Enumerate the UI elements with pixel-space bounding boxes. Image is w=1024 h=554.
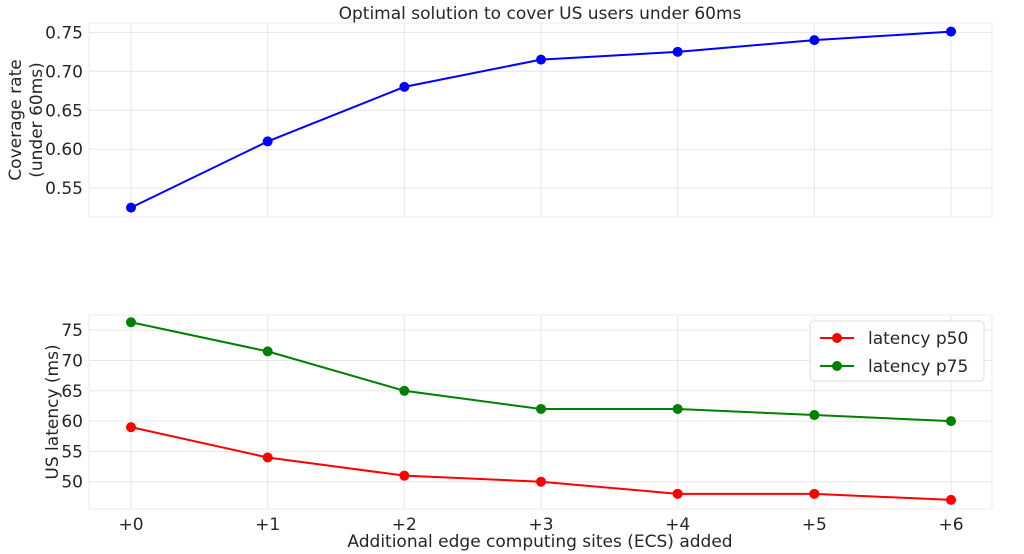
top-series-0-point [126,202,136,213]
bottom-y-tick-labels: 50 55 60 65 70 75 [61,321,83,493]
top-series-0-point [809,35,820,46]
bottom-series-0-point [536,476,547,487]
bottom-series-0-point [946,494,957,505]
top-y-tick-labels: 0.55 0.60 0.65 0.70 0.75 [45,23,83,199]
top-series-0-point [536,54,547,65]
legend-label-p50: latency p50 [868,329,968,349]
top-y-tick-label: 0.55 [45,179,83,199]
coverage-rate-panel: Optimal solution to cover US users under… [6,4,993,218]
x-tick-label: +5 [802,515,827,535]
bottom-series-1-point [399,385,410,396]
top-series-0-point [672,46,683,57]
top-y-tick-label: 0.75 [45,23,83,43]
top-series-0-point [399,81,410,92]
x-axis-label: Additional edge computing sites (ECS) ad… [347,532,732,552]
bottom-y-tick-label: 70 [61,351,83,371]
bottom-series-0-point [399,470,410,481]
bottom-y-axis-label: US latency (ms) [43,344,63,479]
legend-marker-p75 [832,361,842,371]
bottom-y-tick-label: 50 [61,473,83,493]
bottom-series-0-point [672,488,683,499]
bottom-y-tick-label: 55 [61,442,83,462]
top-y-axis-label-line2: (under 60ms) [27,62,47,178]
latency-series [126,317,957,505]
x-tick-label: +0 [118,515,143,535]
x-tick-labels: +0 +1 +2 +3 +4 +5 +6 [118,515,963,535]
top-y-tick-label: 0.70 [45,62,83,82]
latency-panel: 50 55 60 65 70 75 +0 +1 +2 +3 +4 +5 +6 US latency (… [43,314,993,552]
bottom-series-1-point [672,403,683,414]
top-series-0-point [946,26,957,37]
bottom-series-1-point [126,317,136,328]
bottom-series-0-point [126,422,136,433]
legend-entry-p75: latency p75 [820,357,968,377]
bottom-series-1-point [262,346,273,357]
bottom-series-1-point [946,416,957,427]
x-tick-label: +3 [528,515,553,535]
x-tick-label: +2 [392,515,417,535]
top-y-tick-label: 0.60 [45,140,83,160]
legend: latency p50 latency p75 [809,320,985,382]
top-plot-frame [88,22,993,218]
bottom-y-tick-label: 75 [61,321,83,341]
bottom-series-1-point [809,410,820,421]
bottom-series-0-point [262,452,273,463]
bottom-series-1-point [536,403,547,414]
top-y-axis-label-line1: Coverage rate [6,59,26,180]
top-y-tick-label: 0.65 [45,101,83,121]
legend-entry-p50: latency p50 [820,329,968,349]
x-tick-label: +1 [255,515,280,535]
x-tick-label: +4 [665,515,690,535]
bottom-y-tick-label: 60 [61,412,83,432]
legend-marker-p50 [832,333,842,343]
top-series-0-point [262,136,273,147]
legend-label-p75: latency p75 [868,357,968,377]
top-gridlines [89,23,992,217]
bottom-plot-frame [88,314,993,510]
bottom-series-0-point [809,488,820,499]
bottom-y-tick-label: 65 [61,382,83,402]
coverage-series [126,26,957,213]
chart-title: Optimal solution to cover US users under… [339,4,742,24]
x-tick-label: +6 [938,515,963,535]
